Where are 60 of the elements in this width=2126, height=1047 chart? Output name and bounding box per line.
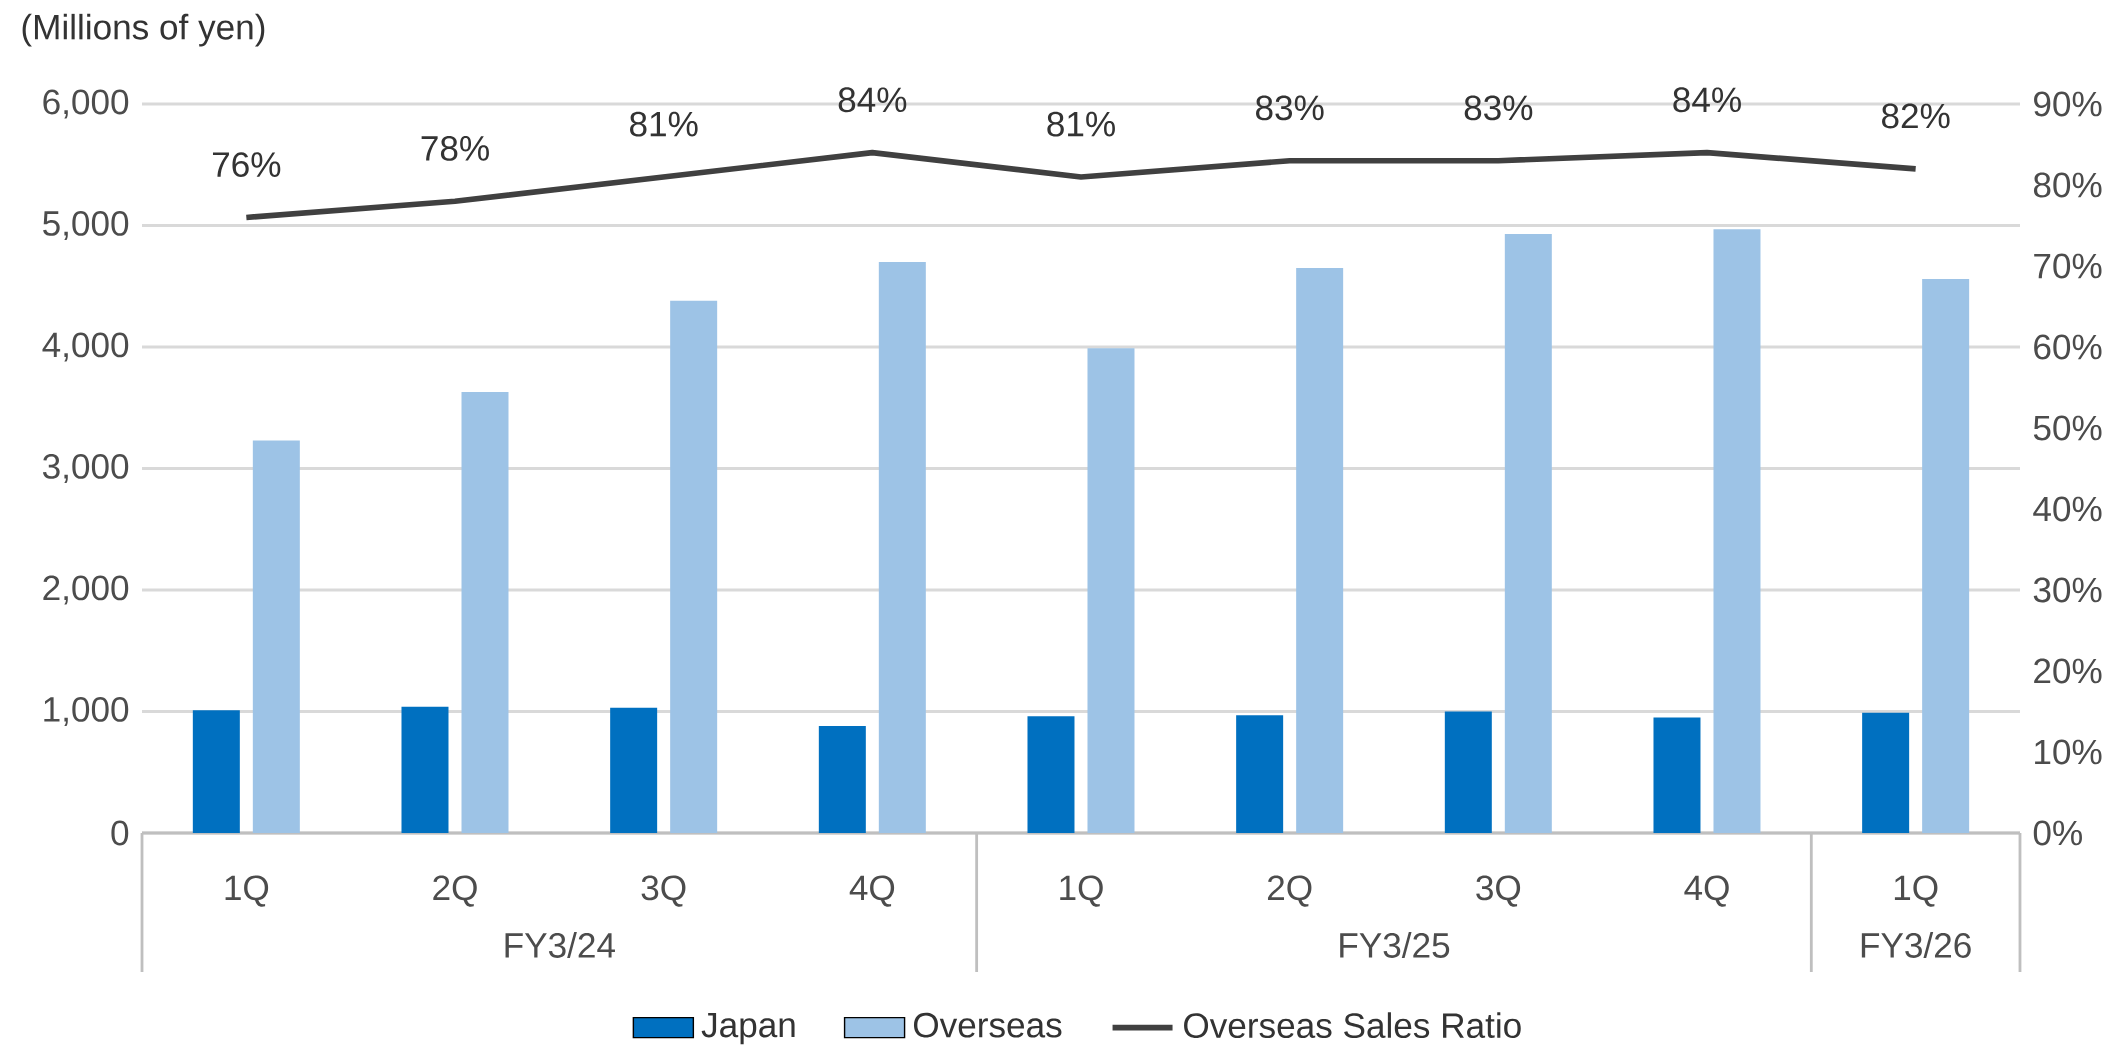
data-label: 81% (630, 111, 698, 137)
bar (401, 706, 449, 833)
bar (670, 300, 718, 833)
y2-tick-label: 20% (2034, 658, 2102, 684)
x-tick-label: 1Q (1894, 875, 1938, 907)
y2-tick-label: 30% (2033, 577, 2102, 603)
bar (1444, 711, 1492, 833)
y-axis-title: (Millions of yen) (22, 13, 265, 47)
x-tick-label: 3Q (641, 875, 686, 907)
bar (1087, 348, 1135, 833)
y-tick-label: 5,000 (43, 211, 129, 241)
data-label: 78% (421, 135, 489, 161)
data-label: 76% (212, 152, 281, 178)
bar (878, 261, 926, 833)
y2-tick-label: 10% (2035, 739, 2102, 765)
data-label: 83% (1464, 95, 1533, 121)
y-tick-label: 3,000 (42, 454, 129, 484)
x-tick-label: 2Q (1267, 875, 1312, 907)
legend-label: Overseas Sales Ratio (1184, 1012, 1521, 1039)
y-tick-label: 1,000 (44, 697, 129, 727)
bar (1296, 268, 1344, 833)
text: FY3/24 (505, 932, 615, 958)
x-tick-label: 1Q (1060, 875, 1103, 907)
bar (252, 440, 300, 833)
x-tick-label: 2Q (433, 875, 477, 907)
y-tick-label: 0 (111, 820, 129, 846)
x-tick-label: 1Q (225, 875, 269, 907)
x-tick-label: 3Q (1476, 875, 1521, 907)
bar (1236, 715, 1284, 833)
x-tick-label: 4Q (849, 875, 895, 907)
y-tick-label: 4,000 (42, 332, 129, 362)
text: FY3/26 (1861, 932, 1971, 958)
y2-tick-label: 90% (2034, 91, 2102, 117)
legend-label: Overseas (913, 1012, 1062, 1038)
y2-tick-label: 60% (2034, 334, 2102, 360)
bar (1027, 716, 1075, 833)
x-tick-label: 4Q (1684, 875, 1729, 907)
data-label: 83% (1256, 95, 1324, 121)
bar (1504, 234, 1552, 833)
y2-tick-label: 80% (2033, 172, 2102, 198)
bar (610, 707, 658, 833)
y2-tick-label: 0% (2033, 820, 2082, 846)
data-label: 84% (1673, 87, 1741, 113)
y-tick-label: 6,000 (43, 89, 129, 119)
y2-tick-label: 70% (2034, 253, 2102, 279)
bar (461, 391, 509, 833)
bar (818, 726, 866, 833)
y2-tick-label: 40% (2033, 496, 2102, 522)
y2-tick-label: 50% (2033, 415, 2102, 441)
bar (1862, 712, 1910, 833)
data-label: 82% (1882, 103, 1950, 129)
data-label: 81% (1047, 111, 1115, 137)
y-tick-label: 2,000 (43, 575, 129, 605)
legend-label: Japan (701, 1012, 795, 1045)
bar (1713, 229, 1761, 833)
bar (1922, 278, 1970, 833)
text: FY3/25 (1340, 932, 1450, 958)
bar (1653, 717, 1701, 833)
data-label: 84% (838, 87, 907, 113)
bar (192, 710, 240, 833)
